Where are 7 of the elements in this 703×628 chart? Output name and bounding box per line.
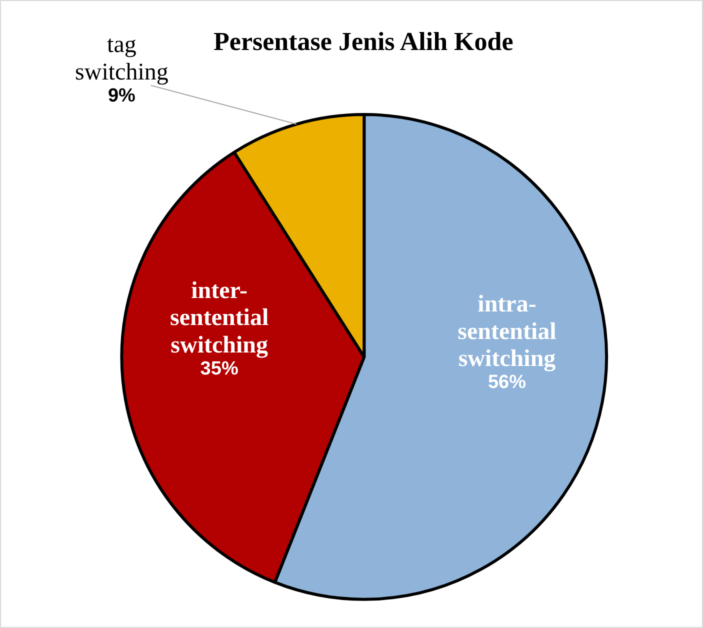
slice-label: inter- sentential switching <box>170 278 269 358</box>
data-label: 56% <box>488 372 526 394</box>
slice-label: intra- sentential switching <box>458 291 557 372</box>
chart-title: Persentase Jenis Alih Kode <box>214 27 514 56</box>
slice-label: tag switching <box>75 32 168 86</box>
data-label: 9% <box>108 85 136 106</box>
data-label: 35% <box>200 358 238 380</box>
